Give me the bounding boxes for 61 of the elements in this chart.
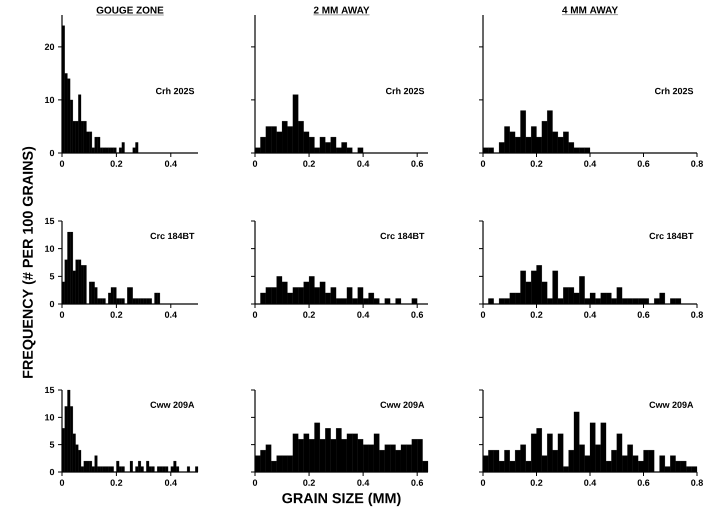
x-tick-label: 0 xyxy=(480,160,486,167)
x-tick-label: 0.4 xyxy=(584,311,596,318)
x-tick-label: 0.2 xyxy=(110,312,122,318)
y-tick-label: 0 xyxy=(50,150,54,156)
x-tick-label: 0.6 xyxy=(638,160,650,167)
y-tick-label: 15 xyxy=(45,218,54,224)
annotation: Crc 184BT xyxy=(150,232,194,240)
chart-title: 2 MM AWAY xyxy=(314,6,370,14)
x-tick-label: 0.4 xyxy=(164,312,177,318)
annotation: Cww 209A xyxy=(380,402,424,408)
chart-title: GOUGE ZONE xyxy=(96,6,164,14)
x-tick-label: 0.2 xyxy=(110,160,122,167)
chart-title: 4 MM AWAY xyxy=(562,6,618,14)
annotation: Cww 209A xyxy=(650,402,694,408)
x-tick-label: 0.2 xyxy=(303,311,315,318)
y-tick-label: 0 xyxy=(50,468,54,476)
y-tick-label: 5 xyxy=(50,442,54,448)
annotation: Cww 209A xyxy=(150,402,194,408)
annotation: Crh 202S xyxy=(654,88,694,94)
x-tick-label: 0.4 xyxy=(357,480,370,486)
x-tick-label: 0.6 xyxy=(638,311,650,318)
y-tick-label: 10 xyxy=(45,414,54,421)
x-tick-label: 0 xyxy=(480,311,486,318)
x-tick-label: 0 xyxy=(60,312,64,318)
x-tick-label: 0.4 xyxy=(164,160,177,167)
x-tick-label: 0.6 xyxy=(411,480,424,486)
x-tick-label: 0.2 xyxy=(110,480,122,486)
x-tick-label: 0.2 xyxy=(530,160,542,167)
x-tick-label: 0.4 xyxy=(584,160,596,167)
x-tick-label: 0.4 xyxy=(357,160,370,167)
x-tick-label: 0 xyxy=(252,311,258,318)
x-tick-label: 0.2 xyxy=(530,311,542,318)
x-tick-label: 0 xyxy=(252,160,258,167)
x-tick-label: 0 xyxy=(480,480,486,486)
x-axis-title: GRAIN SIZE (MM) xyxy=(282,492,401,506)
annotation: Crc 184BT xyxy=(650,232,694,240)
x-tick-label: 0.2 xyxy=(303,160,315,167)
y-tick-label: 15 xyxy=(45,386,54,394)
y-tick-label: 10 xyxy=(45,245,54,252)
y-tick-label: 0 xyxy=(50,300,54,308)
x-tick-label: 0.6 xyxy=(638,480,650,486)
x-tick-label: 0 xyxy=(252,480,258,486)
x-tick-label: 0.8 xyxy=(691,311,703,318)
x-tick-label: 0 xyxy=(60,160,64,167)
y-tick-label: 5 xyxy=(50,273,54,280)
annotation: Crh 202S xyxy=(156,88,194,94)
x-tick-label: 0.8 xyxy=(691,480,703,486)
annotation: Crh 202S xyxy=(386,88,424,94)
x-tick-label: 0.4 xyxy=(584,480,596,486)
x-tick-label: 0.2 xyxy=(530,480,542,486)
x-tick-label: 0.2 xyxy=(303,480,315,486)
y-tick-label: 10 xyxy=(45,96,54,104)
x-tick-label: 0.8 xyxy=(691,160,703,167)
x-tick-label: 0 xyxy=(60,480,64,486)
x-tick-label: 0.6 xyxy=(411,311,424,318)
x-tick-label: 0.4 xyxy=(357,311,370,318)
y-axis-title: FREQUENCY (# PER 100 GRAINS) xyxy=(22,146,36,378)
annotation: Crc 184BT xyxy=(380,232,424,240)
x-tick-label: 0.6 xyxy=(411,160,424,167)
y-tick-label: 20 xyxy=(44,44,54,50)
x-tick-label: 0.4 xyxy=(164,480,177,486)
